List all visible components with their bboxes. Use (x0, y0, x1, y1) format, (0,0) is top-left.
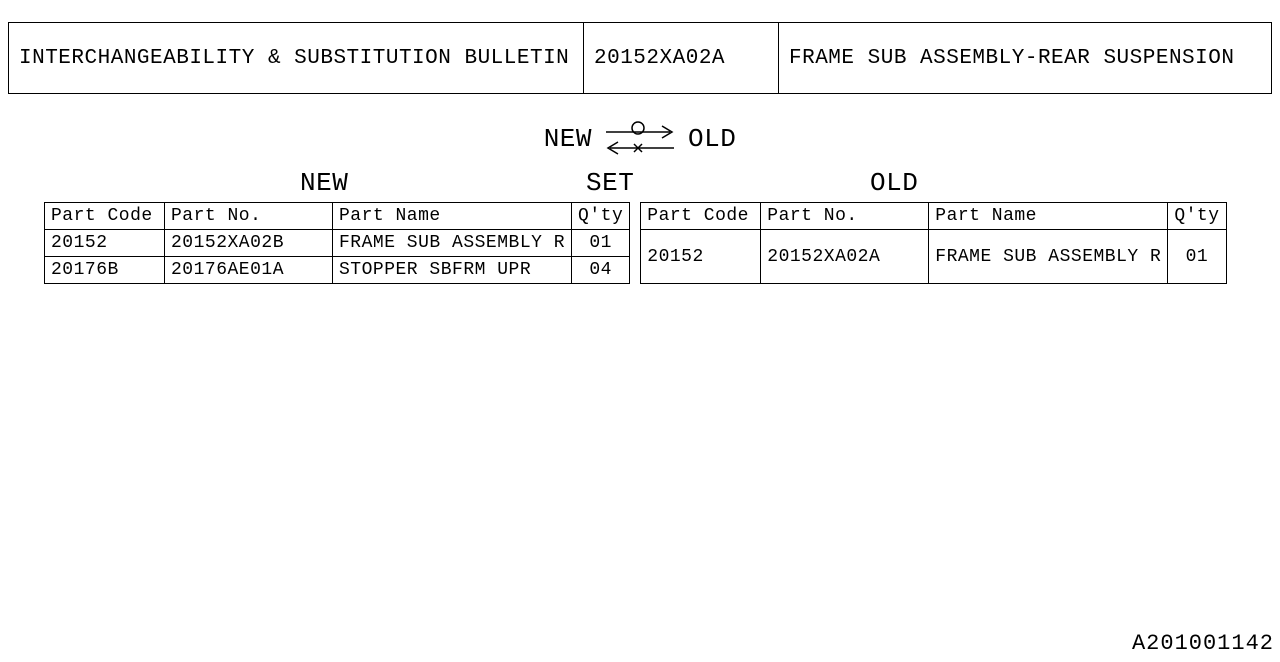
col-part-no: Part No. (761, 203, 929, 230)
table-row: 20176B20176AE01ASTOPPER SBFRM UPR04 (45, 257, 630, 284)
cell-qty: 01 (1168, 230, 1226, 284)
tables-container: Part Code Part No. Part Name Q'ty 201522… (44, 202, 1236, 284)
header-title: INTERCHANGEABILITY & SUBSTITUTION BULLET… (9, 23, 584, 93)
header-description: FRAME SUB ASSEMBLY-REAR SUSPENSION (779, 23, 1271, 93)
cell-part-no: 20152XA02B (165, 230, 333, 257)
cell-part-code: 20176B (45, 257, 165, 284)
interchange-arrow-icon (600, 120, 680, 158)
cell-part-code: 20152 (45, 230, 165, 257)
col-part-code: Part Code (641, 203, 761, 230)
arrow-right-label: OLD (688, 124, 736, 154)
table-header-row: Part Code Part No. Part Name Q'ty (45, 203, 630, 230)
col-part-code: Part Code (45, 203, 165, 230)
col-part-name: Part Name (929, 203, 1168, 230)
cell-part-code: 20152 (641, 230, 761, 284)
table-header-row: Part Code Part No. Part Name Q'ty (641, 203, 1226, 230)
table-row: 2015220152XA02AFRAME SUB ASSEMBLY R01 (641, 230, 1226, 284)
col-part-name: Part Name (333, 203, 572, 230)
section-label-old: OLD (870, 168, 918, 198)
interchange-arrow-block: NEW OLD (0, 122, 1280, 156)
cell-qty: 04 (572, 257, 630, 284)
section-label-new: NEW (300, 168, 348, 198)
header-code: 20152XA02A (584, 23, 779, 93)
col-qty: Q'ty (572, 203, 630, 230)
cell-part-no: 20152XA02A (761, 230, 929, 284)
cell-part-no: 20176AE01A (165, 257, 333, 284)
cell-part-name: STOPPER SBFRM UPR (333, 257, 572, 284)
old-parts-table: Part Code Part No. Part Name Q'ty 201522… (640, 202, 1226, 284)
arrow-left-label: NEW (544, 124, 592, 154)
col-part-no: Part No. (165, 203, 333, 230)
cell-part-name: FRAME SUB ASSEMBLY R (333, 230, 572, 257)
header-bar: INTERCHANGEABILITY & SUBSTITUTION BULLET… (8, 22, 1272, 94)
section-label-set: SET (586, 168, 634, 198)
cell-qty: 01 (572, 230, 630, 257)
new-parts-table: Part Code Part No. Part Name Q'ty 201522… (44, 202, 630, 284)
cell-part-name: FRAME SUB ASSEMBLY R (929, 230, 1168, 284)
col-qty: Q'ty (1168, 203, 1226, 230)
table-row: 2015220152XA02BFRAME SUB ASSEMBLY R01 (45, 230, 630, 257)
document-id: A201001142 (1132, 631, 1274, 656)
